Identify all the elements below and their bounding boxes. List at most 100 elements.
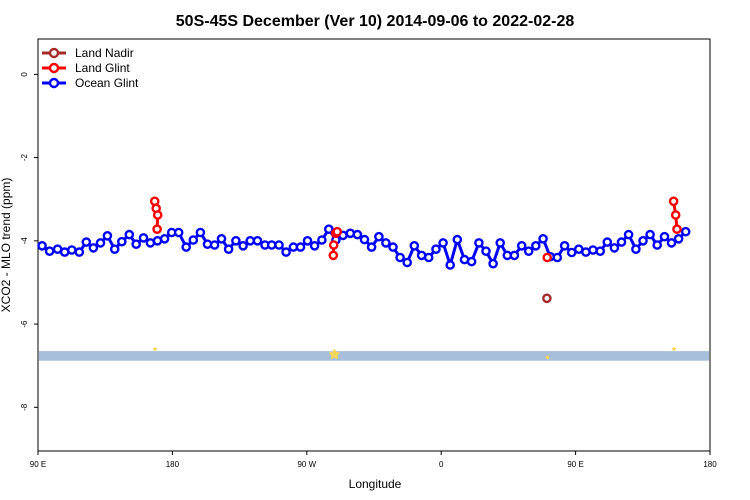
ocean-glint-point bbox=[295, 242, 306, 252]
ocean-glint-point bbox=[481, 246, 491, 256]
ocean-glint-point bbox=[623, 229, 634, 240]
ocean-glint-point bbox=[124, 229, 135, 240]
ocean-glint-point bbox=[381, 238, 391, 248]
ocean-glint-point bbox=[37, 240, 47, 251]
ocean-glint-point bbox=[673, 233, 684, 244]
band-marker bbox=[545, 354, 550, 360]
legend-marker-land-glint bbox=[48, 62, 60, 74]
x-tick-label: 90 E bbox=[30, 460, 46, 469]
ocean-glint-point bbox=[238, 240, 248, 251]
ocean-glint-point bbox=[195, 227, 206, 238]
y-tick-label: -4 bbox=[20, 237, 29, 245]
chart-title: 50S-45S December (Ver 10) 2014-09-06 to … bbox=[176, 13, 575, 30]
x-tick-label: 90 E bbox=[567, 460, 583, 469]
ocean-glint-point bbox=[374, 231, 384, 242]
ocean-glint-point bbox=[466, 256, 477, 267]
land-glint-point bbox=[672, 224, 682, 234]
ocean-glint-point bbox=[181, 242, 191, 252]
ocean-glint-point bbox=[495, 238, 506, 248]
land-glint-point bbox=[542, 252, 553, 263]
ocean-glint-point bbox=[117, 236, 127, 247]
ocean-glint-point bbox=[595, 246, 606, 256]
land-glint-point bbox=[670, 210, 681, 220]
ocean-glint-point bbox=[452, 234, 463, 245]
ocean-glint-point bbox=[74, 247, 85, 257]
x-axis-title: Longitude bbox=[349, 477, 402, 491]
data-band bbox=[39, 351, 709, 361]
ocean-glint-point bbox=[516, 240, 527, 251]
ocean-glint-point bbox=[445, 260, 456, 270]
ocean-glint-point bbox=[388, 242, 398, 252]
ocean-glint-point bbox=[131, 239, 141, 249]
ocean-glint-point bbox=[474, 238, 484, 248]
ocean-glint-point bbox=[438, 238, 448, 248]
ocean-glint-point bbox=[95, 238, 106, 248]
ocean-glint-point bbox=[509, 250, 520, 261]
ocean-glint-point bbox=[395, 252, 405, 263]
ocean-glint-point bbox=[67, 245, 77, 255]
x-tick-label: 180 bbox=[166, 460, 180, 469]
ocean-glint-point bbox=[173, 227, 184, 238]
ocean-glint-point bbox=[138, 233, 149, 243]
land-glint-point bbox=[152, 210, 163, 220]
legend-label-land-glint: Land Glint bbox=[75, 61, 130, 75]
x-tick-label: 0 bbox=[439, 460, 444, 469]
ocean-glint-point bbox=[531, 240, 541, 251]
ocean-glint-point bbox=[616, 237, 627, 247]
y-axis-title: XCO2 - MLO trend (ppm) bbox=[0, 178, 13, 313]
ocean-glint-point bbox=[402, 257, 413, 268]
ocean-glint-point bbox=[88, 243, 99, 253]
legend-marker-land-nadir bbox=[48, 47, 60, 59]
ocean-glint-point bbox=[423, 252, 434, 263]
ocean-glint-point bbox=[274, 240, 284, 250]
ocean-glint-point bbox=[666, 238, 677, 248]
ocean-glint-point bbox=[366, 242, 377, 252]
ocean-glint-point bbox=[431, 244, 441, 254]
land-glint-point bbox=[152, 224, 162, 234]
ocean-glint-point bbox=[317, 235, 327, 245]
ocean-glint-point bbox=[223, 244, 234, 254]
ocean-glint-point bbox=[538, 233, 548, 244]
ocean-glint-point bbox=[409, 240, 420, 251]
land-glint-point bbox=[328, 250, 339, 261]
ocean-glint-point bbox=[652, 240, 663, 250]
land-glint-point bbox=[328, 240, 339, 250]
legend-label-ocean-glint: Ocean Glint bbox=[75, 76, 139, 90]
ocean-glint-point bbox=[216, 233, 227, 244]
land-glint-point bbox=[332, 226, 343, 237]
ocean-glint-point bbox=[231, 235, 241, 246]
legend-label-land-nadir: Land Nadir bbox=[75, 46, 134, 60]
ocean-glint-point bbox=[638, 235, 648, 246]
ocean-glint-point bbox=[81, 237, 92, 247]
ocean-glint-point bbox=[566, 247, 577, 258]
x-tick-label: 180 bbox=[703, 460, 717, 469]
land-glint-point bbox=[668, 196, 679, 207]
ocean-glint-point bbox=[602, 237, 613, 247]
ocean-glint-point bbox=[631, 244, 641, 254]
band-marker bbox=[671, 346, 677, 352]
ocean-glint-point bbox=[488, 258, 498, 269]
ocean-glint-point bbox=[323, 224, 334, 234]
y-tick-label: -6 bbox=[20, 320, 29, 328]
land-nadir-point bbox=[542, 293, 552, 304]
ocean-glint-point bbox=[44, 246, 55, 256]
ocean-glint-point bbox=[102, 230, 113, 241]
ocean-glint-point bbox=[559, 240, 570, 251]
ocean-glint-point bbox=[588, 245, 598, 255]
ocean-glint-point bbox=[552, 252, 563, 263]
ocean-glint-point bbox=[659, 231, 670, 242]
ocean-glint-point bbox=[109, 244, 120, 254]
ocean-glint-point bbox=[209, 240, 220, 250]
y-tick-label: 0 bbox=[20, 72, 29, 77]
x-tick-label: 90 W bbox=[297, 460, 316, 469]
band-marker bbox=[328, 348, 341, 360]
ocean-glint-point bbox=[159, 233, 170, 244]
y-tick-label: -8 bbox=[20, 403, 29, 411]
ocean-glint-point bbox=[352, 229, 363, 240]
ocean-glint-point bbox=[359, 234, 370, 245]
ocean-glint-point bbox=[252, 235, 263, 246]
ocean-glint-point bbox=[609, 243, 620, 253]
band-marker bbox=[152, 346, 158, 352]
